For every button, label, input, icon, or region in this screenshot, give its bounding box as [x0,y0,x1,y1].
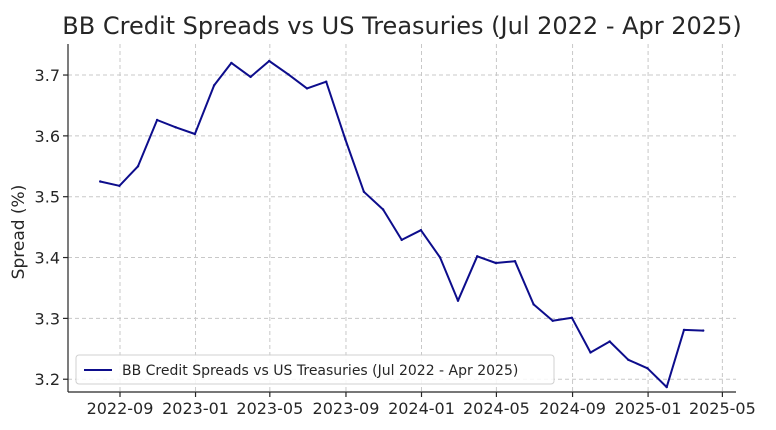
data-point [136,165,140,168]
data-point [494,261,497,265]
data-point [665,385,668,389]
chart-title: BB Credit Spreads vs US Treasuries (Jul … [62,12,741,40]
data-point [230,61,233,65]
y-tick-label: 3.7 [35,66,60,85]
data-point [400,238,403,242]
y-tick-label: 3.4 [35,249,60,268]
data-point [627,358,630,361]
data-point [193,132,197,136]
tick-labels: 3.2 3.3 3.4 3.5 3.6 3.7 2022-09 2023-01 2023-05 2… [35,66,756,418]
y-tick-label: 3.6 [35,127,60,146]
data-point [268,59,271,63]
data-point [476,255,479,258]
data-point [589,351,592,354]
series-layer [99,59,705,389]
x-tick-label: 2025-05 [689,399,756,418]
data-point [532,303,535,306]
data-point [381,208,385,211]
data-point [419,229,423,232]
data-point [608,340,611,343]
data-point [513,260,517,263]
y-tick-label: 3.2 [35,370,60,389]
legend: BB Credit Spreads vs US Treasuries (Jul … [75,354,555,385]
x-tick-label: 2024-09 [539,399,606,418]
data-point [702,329,705,332]
data-point [249,75,252,79]
x-tick-label: 2023-01 [162,399,229,418]
data-point [551,319,554,322]
x-tick-label: 2023-05 [236,399,303,418]
data-point [174,126,177,129]
x-tick-label: 2024-05 [463,399,530,418]
data-point [155,118,159,122]
data-point [344,138,347,141]
x-tick-label: 2024-01 [388,399,455,418]
y-tick-label: 3.3 [35,309,60,328]
x-tick-label: 2025-01 [615,399,682,418]
data-point [118,184,121,187]
grid-lines [68,44,736,392]
data-point [438,256,442,259]
data-point [682,328,686,332]
x-tick-label: 2023-09 [313,399,380,418]
data-point [456,299,460,302]
data-point [362,190,366,193]
data-point [325,80,328,83]
y-tick-label: 3.5 [35,188,60,207]
x-tick-label: 2022-09 [87,399,154,418]
axes [63,44,736,397]
legend-label: BB Credit Spreads vs US Treasuries (Jul … [122,363,518,379]
legend-box [75,354,555,385]
data-point [305,87,309,90]
data-point [212,84,216,87]
data-point [99,180,102,183]
y-axis-label: Spread (%) [9,185,29,280]
data-point [287,73,290,76]
data-point [570,316,574,319]
series-line [99,60,704,389]
data-point [646,367,649,370]
